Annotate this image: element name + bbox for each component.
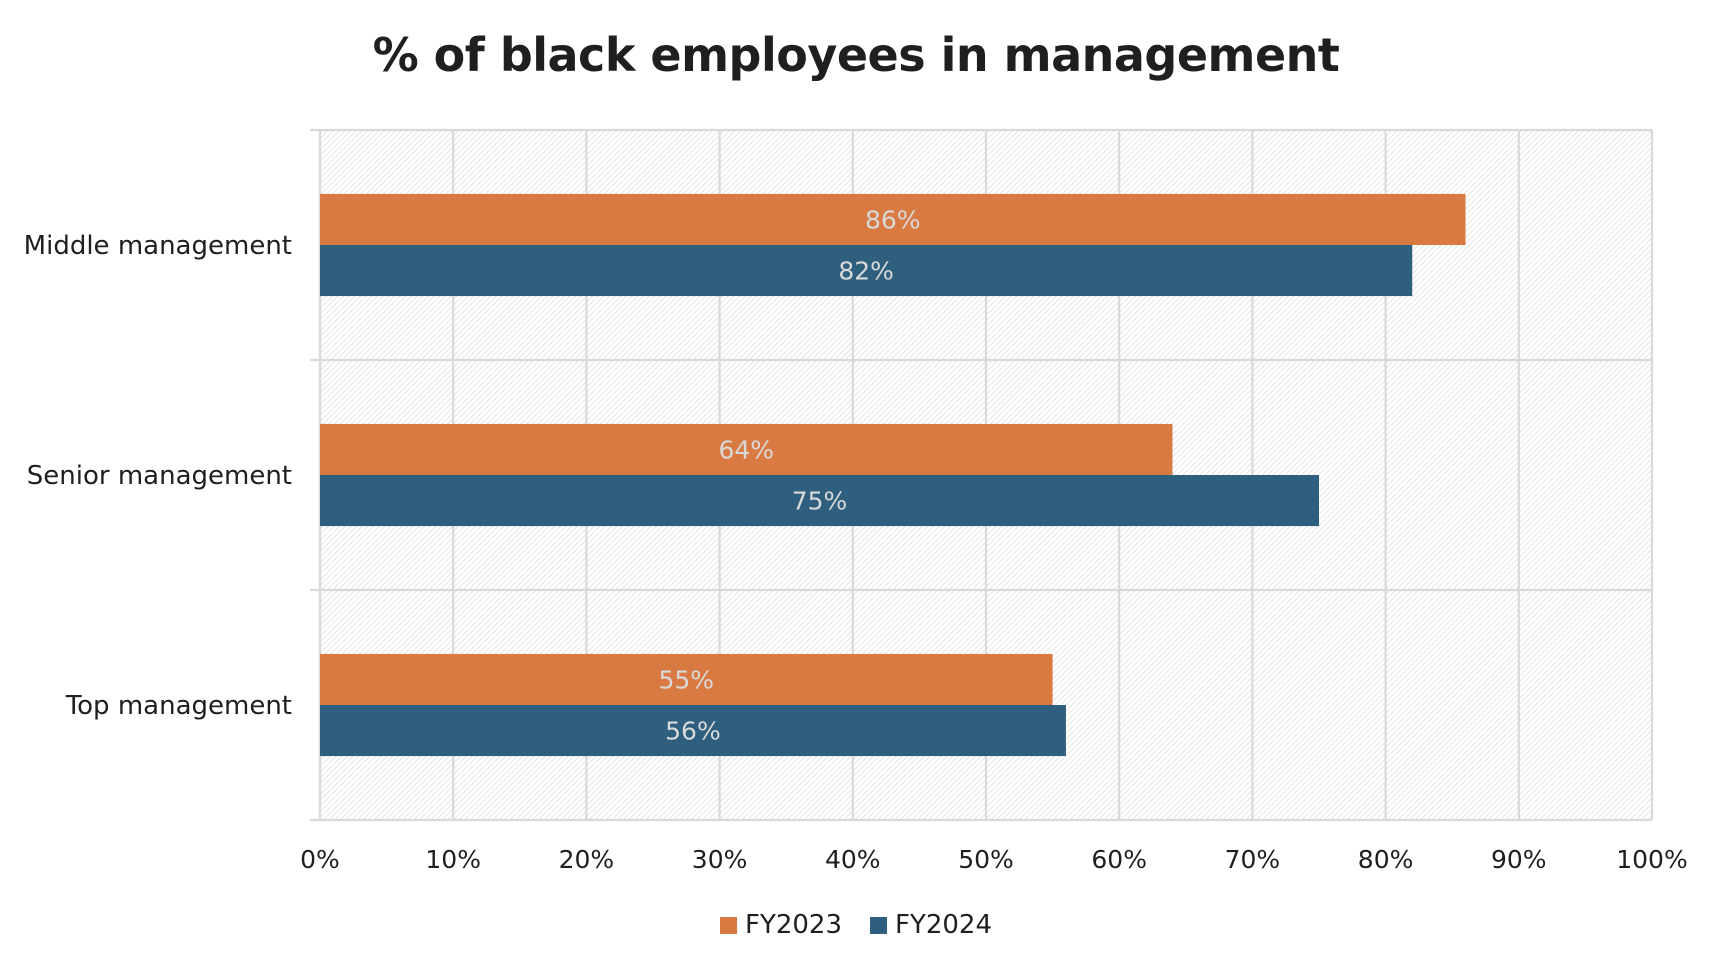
x-tick-label: 70%	[1225, 845, 1281, 874]
category-label: Top management	[65, 691, 292, 721]
bar-fy2023	[320, 653, 1053, 705]
labels: 0% 10% 20% 30% 40% 50% 60% 70% 80% 90% 100% Middle …	[24, 205, 1688, 874]
category-label: Senior management	[27, 461, 292, 491]
legend-label: FY2024	[895, 910, 993, 940]
category-label: Middle management	[24, 231, 292, 261]
bar-fy2024	[320, 705, 1066, 757]
data-label: 64%	[718, 435, 774, 464]
bar-fy2024	[320, 475, 1319, 527]
legend-item-fy2024: FY2024	[870, 910, 992, 940]
bar-fy2023	[320, 423, 1173, 475]
legend: FY2023 FY2024	[0, 910, 1712, 940]
x-tick-label: 20%	[559, 845, 615, 874]
legend-swatch	[719, 916, 737, 934]
bar-fy2023	[320, 193, 1466, 245]
data-label: 82%	[838, 257, 894, 286]
legend-item-fy2023: FY2023	[719, 910, 842, 940]
chart-title: % of black employees in management	[372, 28, 1340, 82]
x-tick-label: 30%	[692, 845, 748, 874]
x-tick-label: 50%	[958, 845, 1014, 874]
data-label: 86%	[865, 205, 921, 234]
x-tick-label: 10%	[425, 845, 481, 874]
legend-label: FY2023	[744, 910, 842, 940]
legend-swatch	[870, 916, 887, 934]
bar-fy2024	[320, 245, 1413, 297]
x-tick-label: 60%	[1091, 845, 1147, 874]
x-tick-label: 90%	[1491, 845, 1547, 874]
data-label: 56%	[665, 717, 721, 746]
data-label: 75%	[792, 487, 848, 516]
x-tick-label: 100%	[1616, 845, 1687, 874]
x-tick-label: 0%	[300, 845, 340, 874]
x-tick-label: 80%	[1358, 845, 1414, 874]
x-tick-label: 40%	[825, 845, 881, 874]
bars	[320, 193, 1466, 757]
data-label: 55%	[659, 665, 715, 694]
